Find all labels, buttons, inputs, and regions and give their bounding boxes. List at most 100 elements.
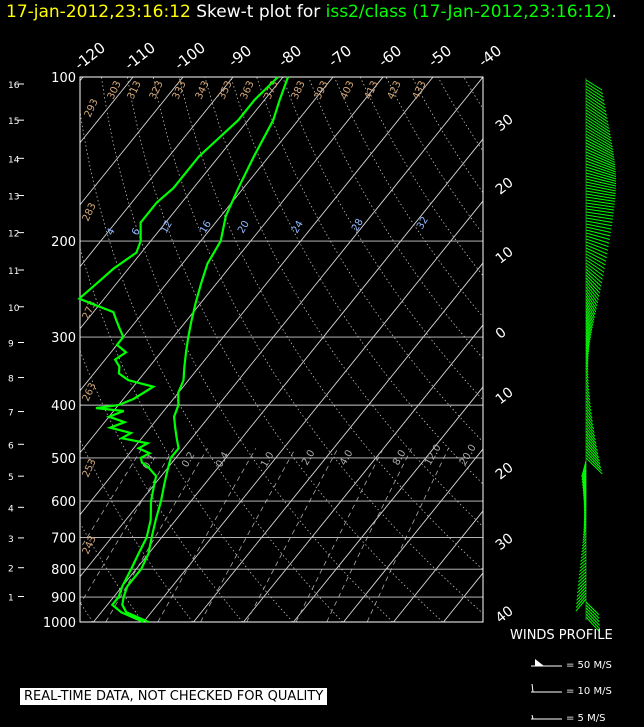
wind-barb xyxy=(585,385,590,391)
wind-barb xyxy=(579,565,587,572)
height-km-label: 11 xyxy=(8,267,19,277)
wind-barb xyxy=(585,430,597,444)
wind-barb xyxy=(585,199,615,205)
wind-barb xyxy=(585,424,596,437)
dry-adiabat xyxy=(152,77,483,614)
wind-barb xyxy=(582,472,587,489)
isotherm-line xyxy=(393,510,483,622)
wind-barb xyxy=(585,169,617,180)
wind-barb xyxy=(585,193,616,200)
wind-barb xyxy=(585,604,600,619)
wind-barb xyxy=(583,526,587,533)
mixing-ratio-line xyxy=(200,448,296,622)
wind-barb xyxy=(585,304,595,321)
mixing-ratio-label: 24 xyxy=(290,219,306,236)
wind-barb xyxy=(585,409,593,419)
wind-barb xyxy=(577,577,587,586)
mixing-ratio-label: 28 xyxy=(350,217,366,234)
wind-barb xyxy=(585,106,609,123)
wind-barb xyxy=(582,535,587,541)
wind-barb xyxy=(585,205,615,211)
right-temperature-label: 30 xyxy=(493,530,517,554)
wind-barb xyxy=(581,466,587,483)
wind-barb xyxy=(585,130,613,148)
wind-barb xyxy=(585,157,616,170)
mixing-ratio-label: 2.0 xyxy=(300,448,317,467)
wind-barb xyxy=(585,268,603,284)
wind-barb xyxy=(585,124,612,142)
mixing-ratio-line xyxy=(105,448,208,622)
wind-barb xyxy=(578,571,587,579)
mixing-ratio-label: 32 xyxy=(415,215,431,232)
height-km-label: 15 xyxy=(8,117,19,127)
wind-barb xyxy=(585,136,614,153)
wind-barb xyxy=(577,580,587,590)
wind-barb xyxy=(585,151,616,166)
wind-barb xyxy=(585,442,600,458)
plot-area xyxy=(80,77,644,622)
wind-barb xyxy=(585,274,601,291)
wind-barb xyxy=(583,514,587,523)
wind-barb xyxy=(585,121,612,139)
wind-barb xyxy=(585,427,596,441)
theta-label: 403 xyxy=(339,79,357,101)
mixing-ratio-label: 0.4 xyxy=(214,450,231,469)
dry-adiabat xyxy=(516,77,644,622)
wind-barb xyxy=(585,400,592,408)
wind-barb xyxy=(585,286,599,304)
wind-barb xyxy=(585,184,616,192)
height-km-label: 16 xyxy=(8,81,20,91)
wind-legend-barb-10-feather xyxy=(531,683,534,693)
wind-barb xyxy=(585,97,607,113)
wind-barb xyxy=(585,256,605,270)
wind-barb xyxy=(576,583,587,594)
mixing-ratio-line xyxy=(80,448,143,550)
isotherm-line xyxy=(343,448,483,622)
dry-adiabat xyxy=(230,77,483,485)
wind-barb xyxy=(585,346,589,355)
mixing-ratio-label: 8.0 xyxy=(391,448,408,467)
wind-barb xyxy=(585,175,617,185)
theta-label: 363 xyxy=(239,79,257,101)
isotherm-line xyxy=(80,77,384,454)
plot-title: 17-jan-2012,23:16:12 Skew-t plot for iss… xyxy=(6,2,617,22)
wind-barb xyxy=(585,364,589,370)
wind-barb xyxy=(585,349,589,357)
wind-barb xyxy=(585,325,592,339)
theta-label: 293 xyxy=(83,97,101,119)
wind-barb xyxy=(585,172,617,182)
wind-barb xyxy=(583,481,587,497)
wind-barb xyxy=(585,310,594,326)
right-temperature-label: 30 xyxy=(493,111,517,135)
wind-barb xyxy=(585,259,605,273)
wind-legend-barb-50-pennant xyxy=(535,659,544,666)
wind-barb xyxy=(576,592,587,605)
right-temperature-label: 20 xyxy=(493,175,517,199)
wind-barb xyxy=(585,343,590,353)
wind-barb xyxy=(585,379,589,385)
wind-barb xyxy=(585,250,607,262)
wind-barb xyxy=(585,448,601,465)
isotherm-line xyxy=(80,77,334,392)
wind-barb xyxy=(585,313,593,329)
height-km-label: 9 xyxy=(8,339,14,349)
wind-barb xyxy=(585,388,590,394)
temperature-profile xyxy=(121,76,290,624)
wind-barb xyxy=(585,601,600,616)
wind-barb xyxy=(585,100,608,116)
wind-barb xyxy=(585,181,616,189)
wind-barb xyxy=(575,595,587,608)
isotherm-line xyxy=(193,262,483,622)
wind-barb xyxy=(585,454,602,472)
top-temperature-label: -80 xyxy=(275,41,305,70)
theta-label: 303 xyxy=(106,79,124,101)
height-km-label: 5 xyxy=(8,473,14,483)
theta-label: 323 xyxy=(148,79,166,101)
wind-barb xyxy=(585,370,589,376)
wind-barb xyxy=(585,94,606,109)
wind-barb xyxy=(585,154,616,168)
wind-barb xyxy=(585,292,597,310)
wind-barb xyxy=(585,226,612,234)
mixing-ratio-label: 6 xyxy=(130,226,143,237)
